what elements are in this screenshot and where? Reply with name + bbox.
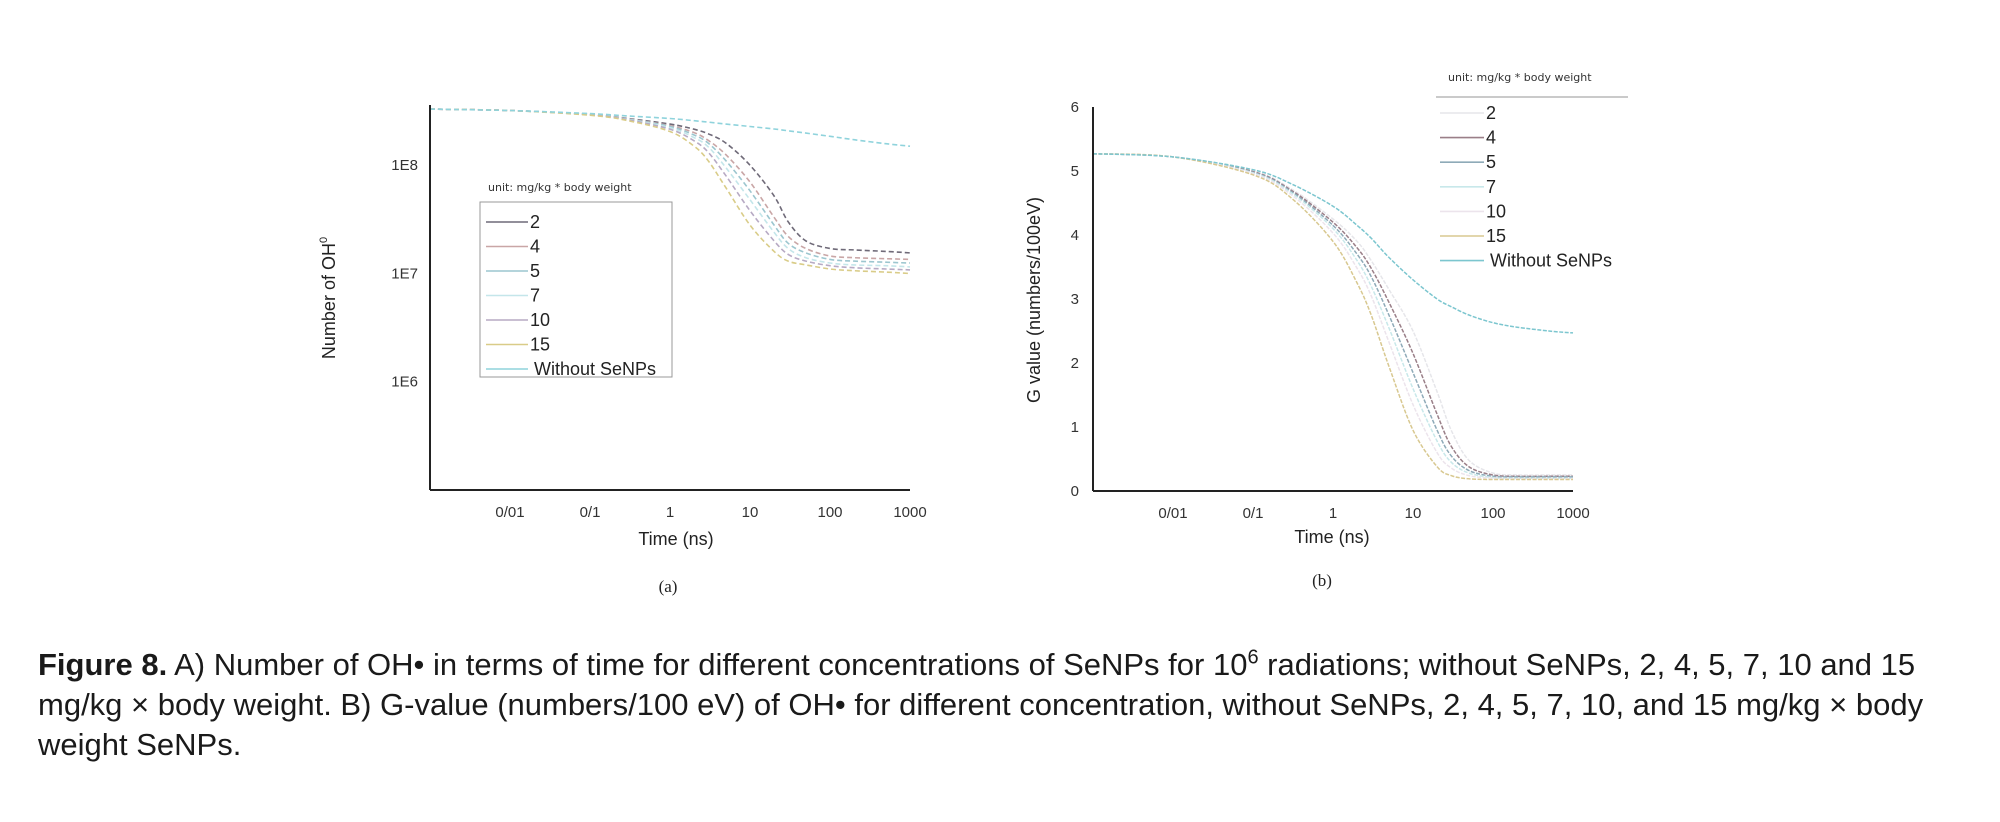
chart-a-x-tick-label: 0/01 (495, 504, 524, 521)
chart-a-legend-item: 15 (486, 335, 550, 355)
chart-b-x-tick-label: 10 (1405, 505, 1422, 522)
legend-label: Without SeNPs (1490, 251, 1612, 271)
chart-b-y-tick-label: 6 (1071, 99, 1079, 116)
chart-b-y-tick-label: 3 (1071, 291, 1079, 308)
chart-a: 0/01 0/1 1 10 100 1000 1E8 1E7 1E6 Time (ns) Nu… (318, 105, 927, 596)
legend-label: 2 (1486, 103, 1496, 123)
chart-b-legend-item: 15 (1440, 226, 1506, 246)
legend-label: 15 (530, 335, 550, 355)
chart-a-legend-title: unit: mg/kg * body weight (488, 181, 632, 194)
chart-a-legend-item: 7 (486, 286, 540, 306)
chart-b-x-ticks: 0/01 0/1 1 10 100 1000 (1158, 505, 1589, 522)
legend-label: 4 (530, 237, 540, 257)
legend-label: 2 (530, 212, 540, 232)
chart-b-legend-item: 7 (1440, 177, 1496, 197)
chart-b-series-line-15 (1092, 152, 1573, 481)
chart-a-series-line-5 (429, 108, 911, 264)
legend-label: 5 (530, 261, 540, 281)
chart-b-legend-item: 5 (1440, 152, 1496, 172)
chart-a-x-tick-label: 100 (817, 504, 842, 521)
legend-label: 4 (1486, 128, 1496, 148)
chart-b-y-tick-label: 2 (1071, 355, 1079, 372)
caption-text-part2: radiations; without SeNPs, 2, 4, 5, 7, 1… (38, 647, 1924, 762)
chart-b-y-tick-label: 5 (1071, 163, 1079, 180)
chart-a-legend-item: 2 (486, 212, 540, 232)
chart-b-x-tick-label: 1 (1329, 505, 1337, 522)
chart-a-x-ticks: 0/01 0/1 1 10 100 1000 (495, 504, 926, 521)
chart-a-panel-label: (a) (659, 577, 678, 596)
chart-a-series-line-15 (429, 108, 911, 275)
chart-a-y-tick-label: 1E7 (391, 266, 418, 283)
chart-b-legend-title: unit: mg/kg * body weight (1448, 71, 1592, 84)
chart-a-y-tick-label: 1E6 (391, 374, 418, 391)
legend-label: 7 (530, 286, 540, 306)
chart-b-y-tick-label: 0 (1071, 483, 1079, 500)
legend-label: 7 (1486, 177, 1496, 197)
chart-b-y-tick-label: 1 (1071, 419, 1079, 436)
chart-a-x-axis-title: Time (ns) (638, 529, 713, 549)
chart-a-y-axis-title: Number of OH0 (318, 237, 339, 359)
chart-b-y-axis-title: G value (numbers/100eV) (1024, 197, 1044, 403)
chart-b-x-tick-label: 0/01 (1158, 505, 1187, 522)
legend-label: 10 (530, 310, 550, 330)
chart-b-panel-label: (b) (1312, 571, 1332, 590)
chart-b-legend-item: Without SeNPs (1440, 251, 1612, 271)
chart-a-x-tick-label: 10 (742, 504, 759, 521)
chart-a-legend: 2 4 5 7 10 15 Without SeNPs (486, 212, 656, 379)
chart-b-x-tick-label: 100 (1480, 505, 1505, 522)
chart-a-series-line-without-senps (429, 108, 911, 147)
chart-b-legend-item: 10 (1440, 201, 1506, 221)
chart-a-legend-box (479, 201, 673, 378)
caption-superscript: 6 (1247, 646, 1259, 669)
chart-a-legend-item: 10 (486, 310, 550, 330)
chart-b-y-tick-label: 4 (1071, 227, 1079, 244)
chart-b-legend-item: 2 (1440, 103, 1496, 123)
caption-text-part1: A) Number of OH• in terms of time for di… (167, 647, 1248, 682)
chart-b-series (1092, 152, 1574, 481)
chart-b-series-line-10 (1092, 152, 1573, 480)
figure-caption: Figure 8. A) Number of OH• in terms of t… (38, 645, 1968, 765)
chart-b-x-tick-label: 1000 (1556, 505, 1589, 522)
chart-a-series (429, 108, 911, 275)
caption-label: Figure 8. (38, 647, 168, 682)
chart-b-series-line-without-senps (1092, 152, 1574, 334)
chart-a-y-ticks: 1E8 1E7 1E6 (391, 157, 418, 391)
legend-label: 15 (1486, 226, 1506, 246)
chart-a-x-tick-label: 1 (666, 504, 674, 521)
chart-a-x-tick-label: 1000 (893, 504, 926, 521)
chart-a-legend-item: Without SeNPs (486, 359, 656, 379)
chart-a-legend-item: 5 (486, 261, 540, 281)
chart-a-y-tick-label: 1E8 (391, 157, 418, 174)
chart-b-x-axis-title: Time (ns) (1294, 527, 1369, 547)
chart-a-series-line-10 (429, 108, 911, 271)
chart-b: 0/01 0/1 1 10 100 1000 0 1 2 3 4 5 6 Time (ns) G va… (1024, 71, 1628, 590)
legend-label: 5 (1486, 152, 1496, 172)
chart-a-x-tick-label: 0/1 (580, 504, 601, 521)
chart-b-y-ticks: 0 1 2 3 4 5 6 (1071, 99, 1079, 500)
chart-b-legend-item: 4 (1440, 128, 1496, 148)
chart-b-legend: 2 4 5 7 10 15 Without SeNPs (1440, 103, 1612, 271)
chart-a-series-line-4 (429, 108, 911, 261)
legend-label: 10 (1486, 201, 1506, 221)
legend-label: Without SeNPs (534, 359, 656, 379)
chart-a-legend-item: 4 (486, 237, 540, 257)
chart-b-x-tick-label: 0/1 (1243, 505, 1264, 522)
